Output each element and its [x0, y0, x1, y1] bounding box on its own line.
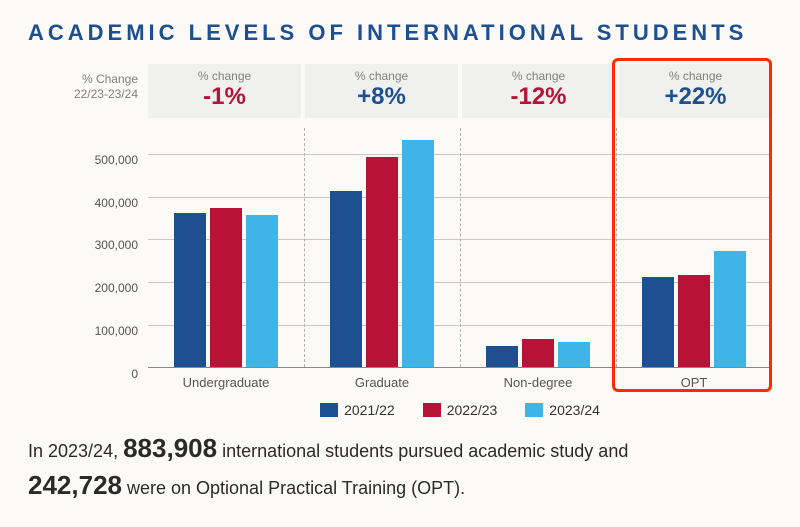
legend-item: 2021/22 [320, 402, 395, 418]
y-tick-label: 400,000 [78, 196, 138, 210]
pct-change-value: -12% [510, 83, 566, 111]
y-tick-label: 500,000 [78, 153, 138, 167]
bar [174, 213, 206, 367]
yaxis-caption-l1: % Change [82, 72, 138, 86]
bar [678, 275, 710, 367]
legend-label: 2022/23 [447, 402, 498, 418]
bar [642, 277, 674, 367]
footer-post: were on Optional Practical Training (OPT… [122, 478, 465, 498]
pct-change-value: -1% [203, 83, 246, 111]
bar [486, 346, 518, 367]
footer-pre: In 2023/24, [28, 441, 123, 461]
bar [210, 208, 242, 367]
group-separator [616, 128, 617, 367]
bar [366, 157, 398, 367]
y-tick-label: 0 [78, 367, 138, 381]
footer-n1: 883,908 [123, 433, 217, 463]
pct-change-value: +8% [357, 83, 406, 111]
bar [522, 339, 554, 367]
bar [246, 215, 278, 367]
legend-swatch [525, 403, 543, 417]
pct-change-box: % change-1% [148, 64, 301, 118]
bar [330, 191, 362, 367]
legend-label: 2021/22 [344, 402, 395, 418]
group-separator [304, 128, 305, 367]
legend-item: 2023/24 [525, 402, 600, 418]
bar [714, 251, 746, 367]
plot-area: 0100,000200,000300,000400,000500,000Unde… [148, 128, 772, 368]
legend-swatch [423, 403, 441, 417]
group-separator [460, 128, 461, 367]
yaxis-caption: % Change 22/23-23/24 [28, 72, 138, 102]
footer-n2: 242,728 [28, 470, 122, 500]
y-tick-label: 300,000 [78, 238, 138, 252]
y-tick-label: 100,000 [78, 324, 138, 338]
x-category-label: OPT [616, 367, 772, 390]
y-tick-label: 200,000 [78, 281, 138, 295]
page-title: ACADEMIC LEVELS OF INTERNATIONAL STUDENT… [28, 20, 772, 46]
chart: % Change 22/23-23/24 % change-1%% change… [28, 64, 772, 399]
legend-label: 2023/24 [549, 402, 600, 418]
footer-sentence: In 2023/24, 883,908 international studen… [28, 430, 772, 505]
x-category-label: Graduate [304, 367, 460, 390]
footer-mid: international students pursued academic … [217, 441, 628, 461]
bar [402, 140, 434, 367]
pct-change-label: % change [198, 69, 251, 83]
pct-change-box: % change+8% [305, 64, 458, 118]
x-category-label: Non-degree [460, 367, 616, 390]
pct-change-label: % change [512, 69, 565, 83]
x-category-label: Undergraduate [148, 367, 304, 390]
pct-change-label: % change [355, 69, 408, 83]
bar [558, 342, 590, 367]
pct-change-row: % change-1%% change+8%% change-12%% chan… [148, 64, 772, 118]
pct-change-value: +22% [664, 83, 726, 111]
yaxis-caption-l2: 22/23-23/24 [74, 87, 138, 101]
pct-change-box: % change-12% [462, 64, 615, 118]
legend: 2021/22 2022/23 2023/24 [148, 402, 772, 418]
pct-change-label: % change [669, 69, 722, 83]
pct-change-box: % change+22% [619, 64, 772, 118]
legend-swatch [320, 403, 338, 417]
legend-item: 2022/23 [423, 402, 498, 418]
